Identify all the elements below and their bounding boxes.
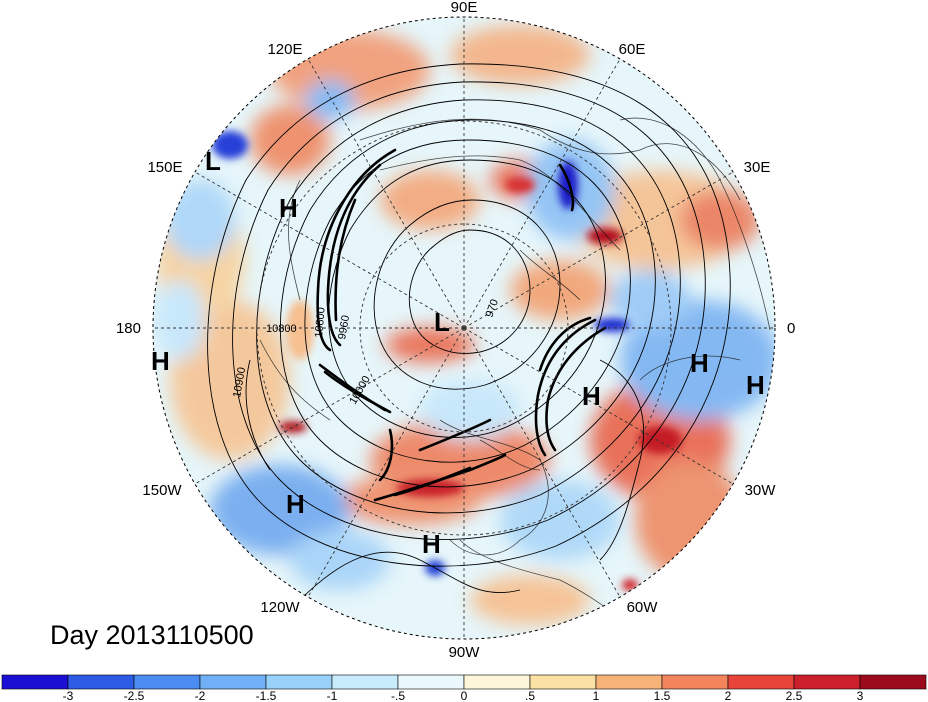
- low-center-label: L: [205, 146, 221, 176]
- colorbar-swatch: [1, 674, 69, 690]
- map-boundary: [152, 16, 776, 640]
- high-center-label: H: [690, 348, 709, 378]
- colorbar-tick-label: .5: [525, 689, 535, 702]
- height-contours: [207, 63, 731, 601]
- longitude-label: 150E: [147, 159, 182, 176]
- colorbar-swatch: [463, 674, 531, 690]
- colorbar-tick-label: 1.5: [654, 689, 671, 702]
- longitude-label: 90W: [449, 644, 481, 661]
- colorbar-tick-label: -2.5: [124, 689, 145, 702]
- longitude-labels: 90E 60E 30E 0 30W 60W 90W 120W 150W 180 …: [116, 0, 795, 661]
- contour-label: 10900: [231, 366, 248, 398]
- high-center-label: H: [151, 346, 170, 376]
- colorbar-tick-label: -1.5: [256, 689, 277, 702]
- low-center-label: L: [434, 307, 450, 337]
- date-title: Day 2013110500: [50, 620, 254, 650]
- colorbar-tick-label: 3: [857, 689, 864, 702]
- contour-label: 9960: [336, 314, 352, 340]
- high-center-label: H: [286, 489, 305, 519]
- colorbar: -3 -2.5 -2 -1.5 -1 -.5 0 .5 1 1.5 2 2.5 3: [1, 674, 927, 702]
- colorbar-tick-label: 2: [725, 689, 732, 702]
- longitude-label: 90E: [451, 0, 478, 16]
- colorbar-swatch: [793, 674, 861, 690]
- contour-label: 970: [484, 298, 502, 319]
- colorbar-tick-label: -1: [327, 689, 338, 702]
- contour-label: 10800: [266, 323, 297, 335]
- longitude-label: 0: [787, 320, 795, 337]
- graticule: [153, 17, 775, 639]
- high-center-label: H: [582, 381, 601, 411]
- colorbar-tick-label: 0: [461, 689, 468, 702]
- colorbar-swatch: [727, 674, 795, 690]
- colorbar-swatch: [133, 674, 201, 690]
- colorbar-tick-label: -.5: [391, 689, 405, 702]
- longitude-label: 180: [116, 320, 141, 337]
- colorbar-swatch: [661, 674, 729, 690]
- pressure-centers: L H L H H H H H H: [151, 146, 765, 559]
- colorbar-tick-label: 1: [593, 689, 600, 702]
- contour-labels: 10800 10900 10800 9960 10000 970: [231, 298, 501, 407]
- colorbar-tick-label: -2: [195, 689, 206, 702]
- colorbar-swatch: [595, 674, 663, 690]
- longitude-label: 120E: [267, 41, 302, 58]
- high-center-label: H: [746, 370, 765, 400]
- longitude-label: 60W: [627, 599, 659, 616]
- anomaly-field: [153, 17, 775, 639]
- high-center-label: H: [279, 193, 298, 223]
- longitude-label: 120W: [260, 599, 300, 616]
- colorbar-tick-label: -3: [63, 689, 74, 702]
- colorbar-swatch: [397, 674, 465, 690]
- longitude-label: 30E: [744, 159, 771, 176]
- colorbar-swatch: [529, 674, 597, 690]
- colorbar-swatch: [331, 674, 399, 690]
- high-center-label: H: [422, 529, 441, 559]
- colorbar-swatch: [859, 674, 927, 690]
- colorbar-swatch: [199, 674, 267, 690]
- colorbar-swatch: [265, 674, 333, 690]
- longitude-label: 30W: [745, 482, 777, 499]
- longitude-label: 150W: [142, 482, 182, 499]
- colorbar-swatch: [67, 674, 135, 690]
- contour-label: 10800: [313, 307, 328, 339]
- colorbar-tick-label: 2.5: [786, 689, 803, 702]
- longitude-label: 60E: [619, 41, 646, 58]
